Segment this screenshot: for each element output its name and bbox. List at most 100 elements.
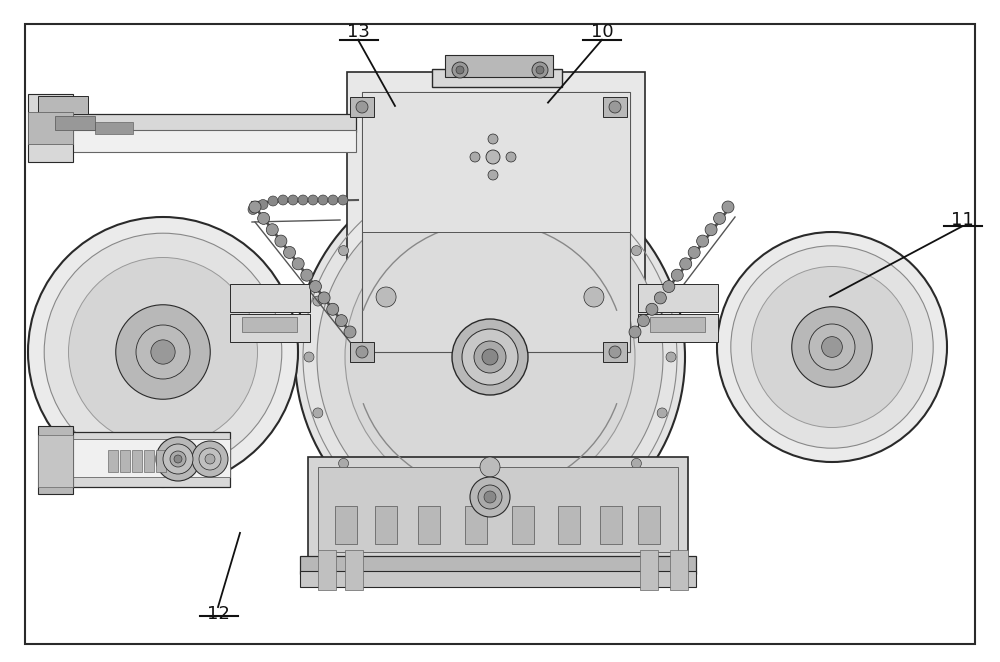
Circle shape <box>339 246 349 256</box>
Circle shape <box>752 267 912 428</box>
Bar <box>28 94 73 162</box>
Bar <box>600 506 622 544</box>
Circle shape <box>268 196 278 206</box>
Circle shape <box>376 287 396 307</box>
Bar <box>28 112 73 144</box>
Circle shape <box>646 303 658 315</box>
Bar <box>38 130 356 152</box>
Circle shape <box>338 195 348 205</box>
Bar <box>318 550 336 590</box>
Circle shape <box>506 152 516 162</box>
Circle shape <box>688 246 700 258</box>
Bar <box>55 116 95 130</box>
Circle shape <box>541 180 551 190</box>
Circle shape <box>379 498 389 508</box>
Bar <box>465 506 487 544</box>
Circle shape <box>714 213 726 224</box>
Circle shape <box>584 287 604 307</box>
Circle shape <box>429 180 439 190</box>
Circle shape <box>657 408 667 418</box>
Circle shape <box>462 329 518 385</box>
Text: 11: 11 <box>951 211 973 229</box>
Circle shape <box>298 195 308 205</box>
Circle shape <box>609 101 621 113</box>
Bar <box>350 97 374 117</box>
Circle shape <box>344 326 356 338</box>
Circle shape <box>68 258 258 446</box>
Circle shape <box>671 269 683 281</box>
Circle shape <box>456 66 464 74</box>
Circle shape <box>478 485 502 509</box>
Circle shape <box>474 341 506 373</box>
Bar <box>38 96 88 114</box>
Bar <box>65 432 230 487</box>
Circle shape <box>258 213 270 224</box>
Bar <box>230 284 310 312</box>
Circle shape <box>295 162 685 552</box>
Circle shape <box>536 66 544 74</box>
Circle shape <box>339 458 349 469</box>
Bar <box>345 550 363 590</box>
Circle shape <box>429 524 439 534</box>
Circle shape <box>629 326 641 338</box>
Circle shape <box>278 195 288 205</box>
Bar <box>362 92 630 232</box>
Circle shape <box>356 346 368 358</box>
Bar <box>650 317 705 332</box>
Circle shape <box>654 292 666 304</box>
Circle shape <box>488 170 498 180</box>
Bar <box>558 506 580 544</box>
Bar <box>350 342 374 362</box>
Circle shape <box>288 195 298 205</box>
Circle shape <box>317 184 663 530</box>
Circle shape <box>809 324 855 370</box>
Circle shape <box>663 281 675 293</box>
Bar <box>300 571 696 587</box>
Circle shape <box>532 62 548 78</box>
Bar <box>640 550 658 590</box>
Bar <box>638 314 718 342</box>
Bar <box>375 506 397 544</box>
Circle shape <box>292 258 304 270</box>
Circle shape <box>379 206 389 216</box>
Bar <box>132 450 142 472</box>
Circle shape <box>156 437 200 481</box>
Text: 10: 10 <box>591 23 613 41</box>
Circle shape <box>258 199 268 209</box>
Bar <box>362 92 630 352</box>
Circle shape <box>485 533 495 543</box>
Circle shape <box>485 171 495 181</box>
Text: 12: 12 <box>207 605 229 624</box>
Bar <box>638 506 660 544</box>
Bar <box>38 114 356 132</box>
Circle shape <box>717 232 947 462</box>
Circle shape <box>28 217 298 487</box>
Bar <box>347 72 645 367</box>
Circle shape <box>275 235 287 247</box>
Bar <box>418 506 440 544</box>
Circle shape <box>304 352 314 362</box>
Circle shape <box>163 444 193 474</box>
Circle shape <box>452 319 528 395</box>
Bar <box>144 450 154 472</box>
Circle shape <box>722 201 734 213</box>
Circle shape <box>116 305 210 399</box>
Circle shape <box>318 292 330 304</box>
Circle shape <box>205 454 215 464</box>
Circle shape <box>452 62 468 78</box>
Bar <box>638 284 718 312</box>
Circle shape <box>44 233 282 471</box>
Circle shape <box>313 408 323 418</box>
Circle shape <box>308 195 318 205</box>
Circle shape <box>356 101 368 113</box>
Circle shape <box>541 524 551 534</box>
Bar <box>445 55 553 77</box>
Bar <box>670 550 688 590</box>
Circle shape <box>313 296 323 306</box>
Circle shape <box>631 246 641 256</box>
Circle shape <box>482 349 498 365</box>
Circle shape <box>318 195 328 205</box>
Circle shape <box>484 491 496 503</box>
Bar <box>308 457 688 562</box>
Bar <box>335 506 357 544</box>
